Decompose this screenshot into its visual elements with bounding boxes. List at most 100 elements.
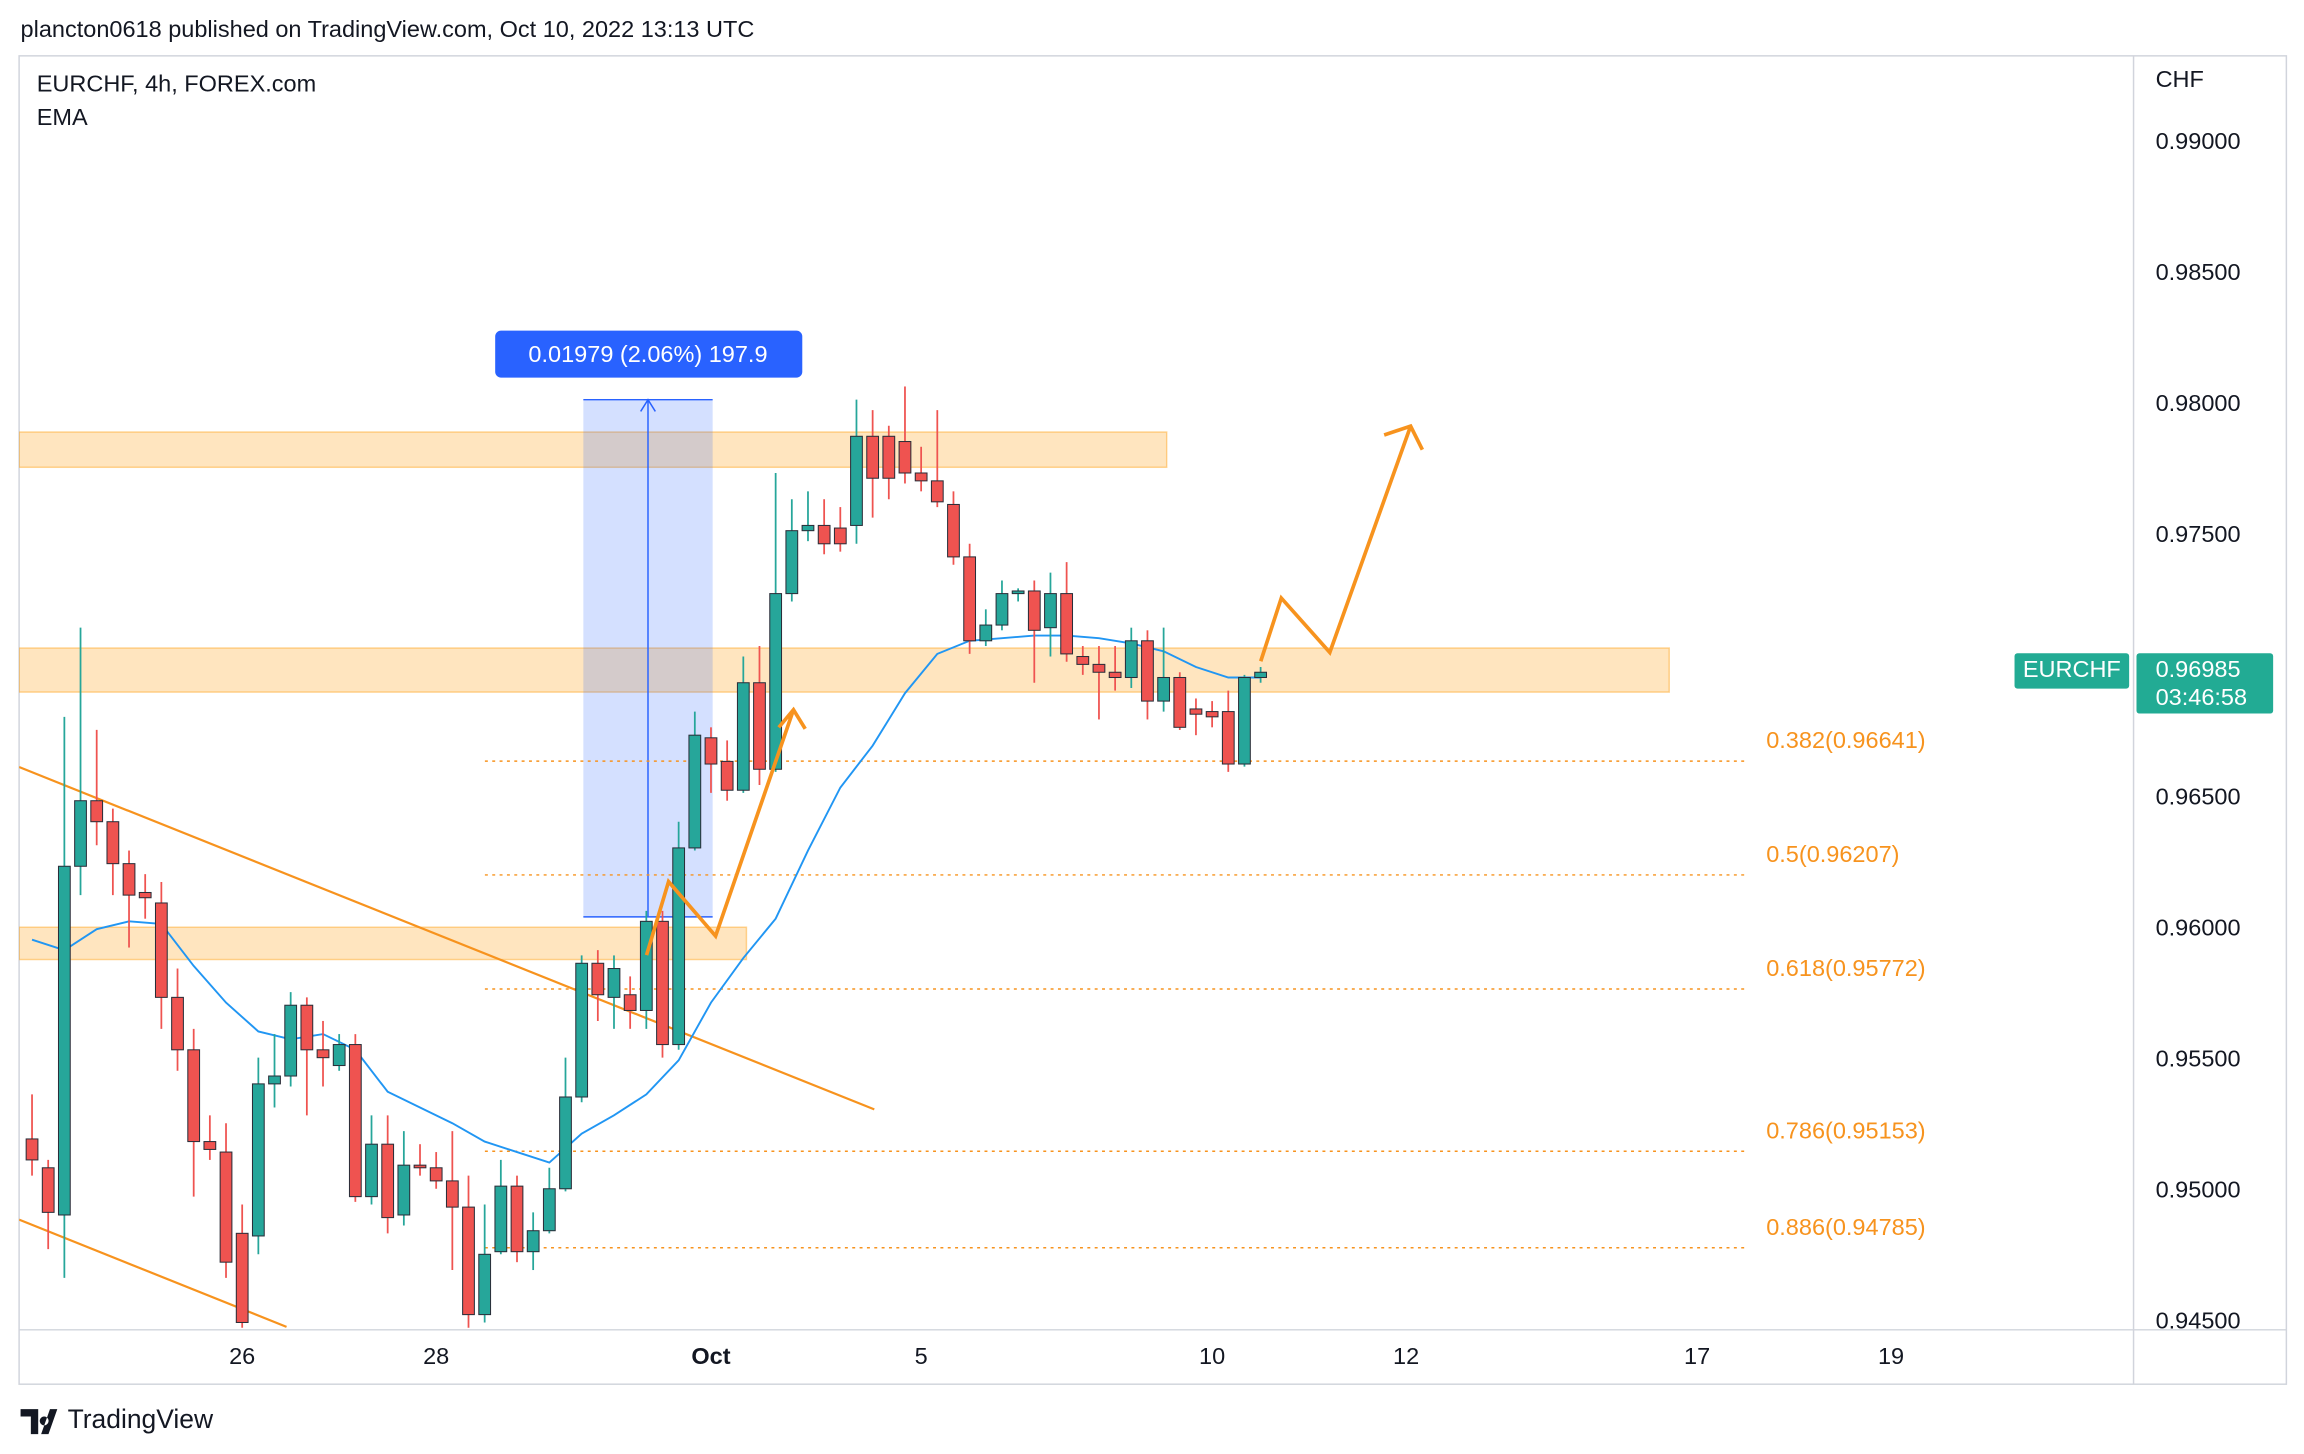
logo-icon — [20, 1409, 58, 1435]
candle-body — [381, 1143, 395, 1219]
candle-body — [672, 847, 686, 1046]
candle-body — [591, 962, 605, 996]
countdown: 03:46:58 — [2156, 684, 2247, 710]
candle-body — [316, 1049, 330, 1059]
y-tick-label: 0.98000 — [2156, 390, 2241, 416]
footer-logo: TradingView — [20, 1404, 214, 1435]
candle-body — [1092, 663, 1106, 673]
frame — [18, 55, 2288, 1385]
candle-body — [25, 1138, 39, 1161]
chart-title: EURCHF, 4h, FOREX.com — [37, 70, 316, 96]
measure-label-box — [495, 330, 803, 378]
candle-body — [348, 1044, 362, 1198]
fib-label: 0.886(0.94785) — [1766, 1214, 1925, 1240]
y-tick-label: 0.99000 — [2156, 128, 2241, 154]
candle-body — [704, 737, 718, 765]
candle-body — [122, 863, 136, 896]
candle-body — [1011, 590, 1025, 595]
candle-body — [90, 800, 104, 823]
candle-body — [1173, 676, 1187, 728]
candle-body — [769, 593, 783, 770]
indicator-name: EMA — [37, 104, 88, 130]
candle-body — [1044, 593, 1057, 629]
x-tick-label: 17 — [1684, 1343, 1710, 1369]
x-tick-label: 5 — [915, 1343, 928, 1369]
symbol-tag — [2014, 653, 2130, 689]
y-tick-label: 0.98500 — [2156, 259, 2241, 285]
candle-body — [817, 524, 831, 545]
y-tick-label: 0.95500 — [2156, 1045, 2241, 1071]
candle-body — [1108, 671, 1122, 679]
fib-label: 0.618(0.95772) — [1766, 955, 1925, 981]
candle-body — [365, 1143, 378, 1198]
candle-body — [639, 920, 653, 1011]
footer: TradingView — [68, 1404, 214, 1434]
candle-body — [41, 1167, 55, 1213]
candle-body — [1221, 711, 1235, 765]
candle-body — [1189, 708, 1203, 715]
fib-label: 0.5(0.96207) — [1766, 841, 1899, 867]
candle-body — [979, 624, 993, 642]
candle-body — [720, 760, 734, 791]
candle-body — [138, 891, 152, 899]
candle-body — [526, 1230, 540, 1253]
x-tick-label: 28 — [423, 1343, 449, 1369]
candle-body — [332, 1044, 346, 1067]
candle-body — [785, 530, 799, 595]
candle-body — [995, 593, 1009, 626]
zone — [19, 431, 1168, 469]
projection — [644, 706, 807, 956]
measure-label: 0.01979 (2.06%) 197.9 — [528, 341, 767, 367]
x-tick-label: 26 — [229, 1343, 255, 1369]
fib-label: 0.786(0.95153) — [1766, 1117, 1925, 1143]
candle-body — [688, 734, 702, 849]
candle-body — [1205, 711, 1219, 718]
symbol-label: EURCHF — [2023, 656, 2121, 682]
candle-body — [1141, 640, 1154, 702]
candle-body — [914, 472, 928, 482]
candle-body — [1238, 676, 1251, 765]
candle-body — [1060, 593, 1074, 655]
candle-body — [607, 968, 621, 998]
candle-body — [429, 1167, 443, 1182]
marks — [25, 386, 1749, 1328]
trend-line — [19, 766, 875, 1111]
y-tick-label: 0.94500 — [2156, 1308, 2241, 1334]
zone — [19, 647, 1670, 693]
candle-body — [833, 527, 847, 545]
candle-body — [106, 821, 120, 865]
candle-body — [930, 480, 944, 503]
candle-body — [753, 682, 766, 770]
candle-body — [171, 996, 184, 1051]
pane — [19, 386, 1749, 1328]
y-axis-label: CHF — [2156, 66, 2204, 92]
y-tick-label: 0.95000 — [2156, 1177, 2241, 1203]
candle-body — [413, 1164, 427, 1169]
candle-body — [963, 556, 977, 642]
candle-body — [268, 1075, 281, 1085]
x-tick-label: 19 — [1878, 1343, 1904, 1369]
zone — [19, 926, 748, 961]
candle-body — [850, 435, 863, 526]
y-tick-label: 0.96500 — [2156, 783, 2241, 809]
measure-arrow — [640, 398, 656, 917]
candle-body — [801, 524, 815, 532]
candle-body — [656, 920, 669, 1046]
candle-body — [623, 994, 637, 1011]
y-tick-label: 0.97500 — [2156, 521, 2241, 547]
candle-body — [300, 1004, 314, 1051]
candle-body — [251, 1083, 265, 1237]
x-tick-label: 10 — [1199, 1343, 1225, 1369]
candle-body — [882, 435, 896, 479]
ema-line — [31, 634, 1261, 1164]
candle-body — [235, 1232, 249, 1323]
candle-body — [542, 1188, 556, 1232]
candle-body — [866, 435, 880, 479]
candle-body — [478, 1253, 492, 1316]
candle-body — [494, 1185, 508, 1253]
price-tag — [2136, 653, 2274, 714]
fib-label: 0.382(0.96641) — [1766, 727, 1925, 753]
candle-body — [736, 682, 750, 791]
candle-body — [1254, 671, 1268, 679]
